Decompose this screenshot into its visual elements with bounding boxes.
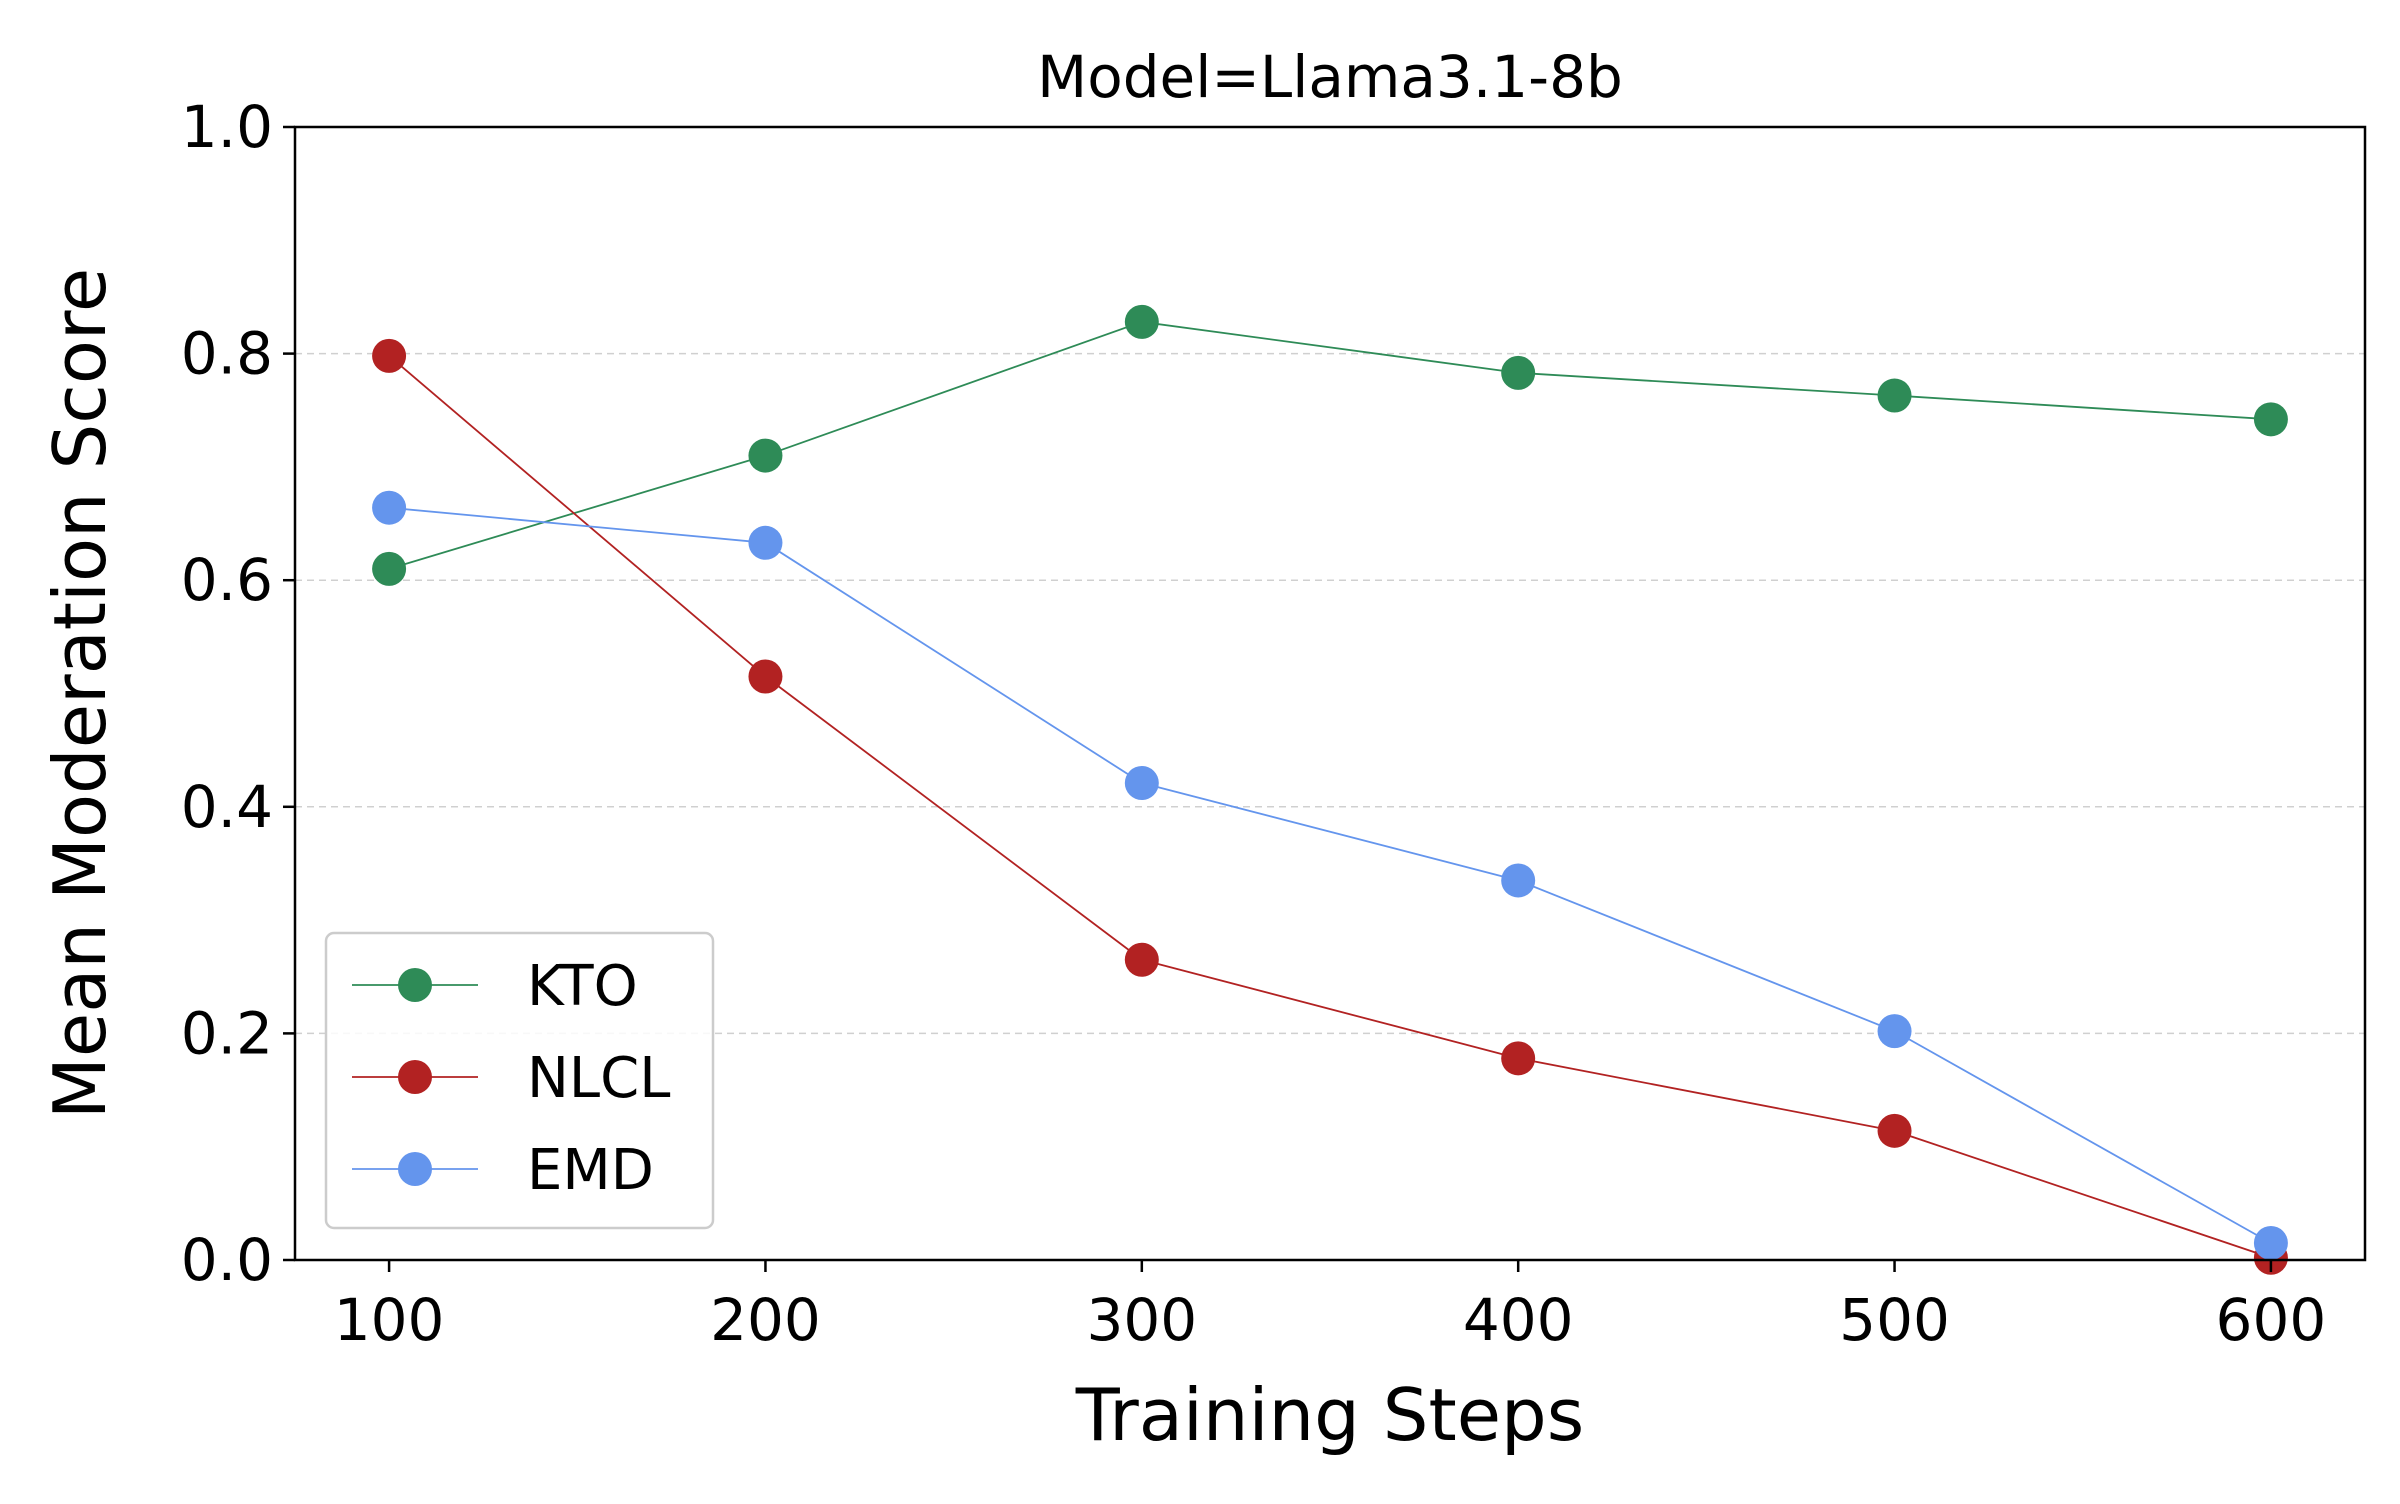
data-point-emd [2253, 1226, 2288, 1261]
x-tick-label: 200 [710, 1286, 821, 1354]
x-tick-label: 500 [1839, 1286, 1950, 1354]
data-point-emd [1501, 863, 1536, 898]
data-point-kto [1877, 378, 1912, 413]
data-point-emd [1877, 1014, 1912, 1049]
x-tick-label: 400 [1463, 1286, 1574, 1354]
legend-label-nlcl: NLCL [527, 1046, 670, 1111]
series-line-emd [389, 506, 2272, 1244]
data-point-kto [372, 551, 407, 586]
x-tick-label: 300 [1086, 1286, 1197, 1354]
y-tick-label: 0.2 [181, 999, 273, 1067]
data-point-nlcl [748, 659, 783, 694]
data-point-emd [372, 490, 407, 525]
data-point-kto [1501, 355, 1536, 390]
y-tick-label: 0.6 [181, 546, 273, 614]
x-axis-label: Training Steps [1075, 1373, 1584, 1457]
legend-label-kto: KTO [527, 954, 638, 1019]
legend-marker [398, 1152, 432, 1186]
series-line-nlcl [388, 355, 2272, 1259]
series-line-kto [388, 320, 2271, 570]
chart-title: Model=Llama3.1-8b [1037, 43, 1623, 111]
data-point-emd [1124, 766, 1159, 801]
legend-marker [398, 968, 432, 1002]
data-point-nlcl [372, 338, 407, 373]
y-tick-label: 0.4 [181, 773, 273, 841]
y-tick-label: 0.0 [181, 1226, 273, 1294]
data-point-emd [748, 525, 783, 560]
legend: KTO NLCL EMD [324, 931, 715, 1230]
data-point-kto [748, 438, 783, 473]
y-axis-label: Mean Moderation Score [38, 268, 122, 1119]
series-layer [372, 304, 2288, 1275]
x-tick-label: 100 [334, 1286, 445, 1354]
data-point-nlcl [1501, 1041, 1536, 1076]
legend-marker [398, 1060, 432, 1094]
plot-frame [293, 125, 2367, 1262]
y-tick-label: 1.0 [181, 93, 273, 161]
data-point-kto [1124, 304, 1159, 339]
data-point-nlcl [1124, 942, 1159, 977]
y-tick-label: 0.8 [181, 320, 273, 388]
data-point-nlcl [1877, 1113, 1912, 1148]
axes-ticks: 0.0 0.2 0.4 0.6 0.8 1.0 100 200 300 400 500 600 [181, 93, 2327, 1354]
legend-label-emd: EMD [527, 1138, 654, 1203]
x-tick-label: 600 [2216, 1286, 2327, 1354]
data-point-kto [2253, 402, 2288, 437]
